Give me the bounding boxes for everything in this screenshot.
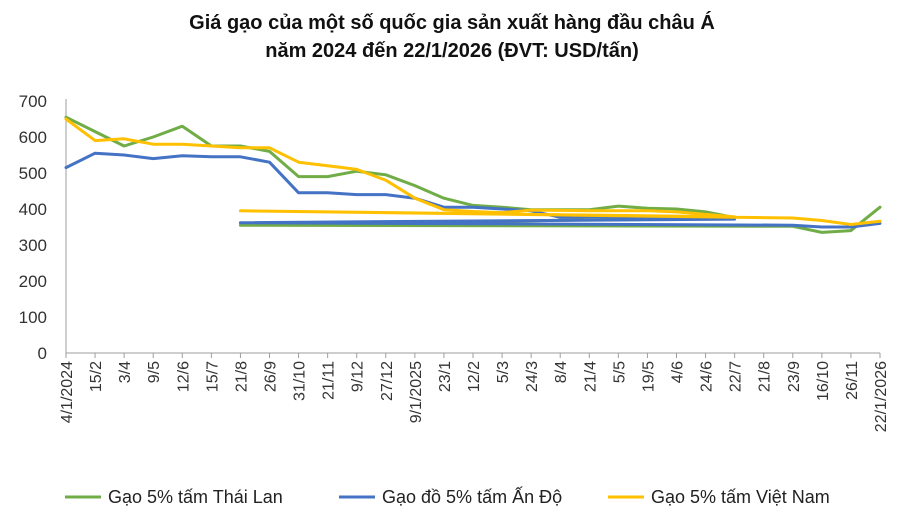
legend-label-2: Gạo đồ 5% tấm Ấn Độ: [382, 486, 562, 507]
x-tick-label: 5/5: [611, 361, 628, 383]
y-tick-label: 100: [19, 308, 47, 327]
x-tick-label: 12/6: [175, 361, 192, 392]
x-tick-label: 9/12: [350, 361, 367, 392]
x-tick-label: 21/4: [582, 361, 599, 392]
x-tick-label: 5/3: [495, 361, 512, 383]
x-tick-label: 9/5: [146, 361, 163, 383]
x-tick-label: 22/1/2026: [873, 361, 890, 432]
x-tick-label: 3/4: [117, 361, 134, 383]
series-line-2: [64, 151, 882, 229]
y-tick-label: 0: [38, 344, 47, 363]
y-tick-label: 500: [19, 164, 47, 183]
legend-label-1: Gạo 5% tấm Thái Lan: [108, 487, 283, 507]
x-tick-label: 22/7: [728, 361, 745, 392]
x-tick-label: 27/12: [379, 361, 396, 401]
x-tick-label: 8/4: [553, 361, 570, 383]
y-tick-label: 700: [19, 92, 47, 111]
x-tick-label: 4/1/2024: [59, 361, 76, 423]
x-tick-label: 16/10: [815, 361, 832, 401]
x-tick-label: 26/11: [844, 361, 861, 400]
x-tick-label: 31/10: [292, 361, 309, 401]
y-tick-label: 200: [19, 272, 47, 291]
x-tick-label: 12/2: [466, 361, 483, 392]
y-tick-label: 300: [19, 236, 47, 255]
x-tick-label: 21/8: [233, 361, 250, 392]
legend-label-3: Gạo 5% tấm Việt Nam: [651, 487, 830, 507]
x-tick-label: 24/6: [699, 361, 716, 392]
y-tick-label: 600: [19, 128, 47, 147]
x-tick-label: 4/6: [670, 361, 687, 383]
chart-title-line1: Giá gạo của một số quốc gia sản xuất hàn…: [189, 12, 715, 34]
chart-title-line2: năm 2024 đến 22/1/2026 (ĐVT: USD/tấn): [265, 40, 639, 62]
x-tick-label: 9/1/2025: [408, 361, 425, 423]
y-tick-label: 400: [19, 200, 47, 219]
x-tick-label: 23/1: [437, 361, 454, 392]
x-tick-label: 24/3: [524, 361, 541, 392]
series-line-3: [64, 117, 882, 226]
x-tick-label: 15/2: [88, 361, 105, 392]
x-tick-label: 19/5: [640, 361, 657, 392]
x-tick-label: 21/8: [757, 361, 774, 392]
x-tick-label: 21/11: [321, 361, 338, 400]
x-tick-label: 15/7: [204, 361, 221, 392]
x-tick-label: 26/9: [263, 361, 280, 392]
x-tick-label: 23/9: [786, 361, 803, 392]
